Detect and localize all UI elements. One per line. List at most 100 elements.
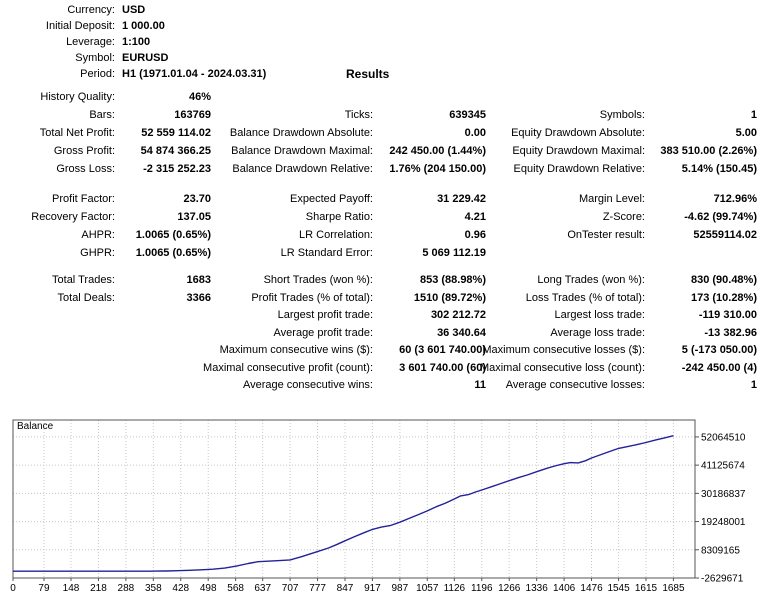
x-axis-label: 1126	[444, 583, 466, 594]
stat-label: Profit Factor:	[52, 193, 115, 205]
x-axis-label: 1266	[498, 583, 521, 594]
stat-value: 853 (88.98%)	[419, 274, 486, 286]
stat-label: Long Trades (won %):	[537, 274, 645, 286]
stat-label: Equity Drawdown Relative:	[513, 163, 645, 175]
stat-label	[486, 244, 645, 262]
x-axis-label: 568	[227, 583, 244, 594]
x-axis-label: 917	[364, 583, 381, 594]
stat-label: Balance Drawdown Relative:	[232, 163, 373, 175]
stat-label: Maximal consecutive loss (count):	[479, 361, 645, 374]
stats-block-2: Profit Factor: 23.70 Expected Payoff: 31 22…	[0, 190, 757, 262]
x-axis-label: 0	[10, 583, 16, 594]
stat-label: Recovery Factor:	[31, 211, 115, 223]
stat-value: 1.76% (204 150.00)	[389, 163, 486, 175]
stat-label: Balance Drawdown Maximal:	[231, 145, 373, 157]
header-label: Period:	[80, 68, 115, 80]
stat-value: 1683	[186, 274, 211, 286]
stat-label: Maximum consecutive wins ($):	[219, 344, 373, 356]
stats-row: Gross Loss: -2 315 252.23 Balance Drawdown…	[0, 160, 757, 178]
stat-label: Symbols:	[599, 109, 645, 121]
header-row: Leverage: 1:100	[0, 34, 757, 50]
stats-row: Profit Factor: 23.70 Expected Payoff: 31 22…	[0, 190, 757, 208]
stats-block-1: History Quality: 46% Bars: 163769 Ticks: 6393…	[0, 88, 757, 178]
stat-value	[115, 307, 211, 325]
stat-value: 242 450.00 (1.44%)	[389, 145, 486, 157]
stat-label: Short Trades (won %):	[263, 274, 373, 286]
balance-chart-canvas: -2629671 8309165 19248001 30186837 41125674 5…	[10, 419, 746, 594]
x-axis-label: 79	[38, 583, 50, 594]
y-axis-label: 41125674	[701, 461, 745, 472]
x-axis-label: 1196	[471, 583, 493, 594]
y-axis-label: 52064510	[701, 432, 746, 443]
stat-label: Average consecutive losses:	[505, 379, 645, 391]
header-row: Symbol: EURUSD	[0, 50, 757, 66]
stat-label: Gross Profit:	[53, 145, 115, 157]
stat-value	[115, 377, 211, 395]
stats-block-3: Total Trades: 1683 Short Trades (won %): 85…	[0, 272, 757, 395]
stat-value: 302 212.72	[430, 309, 486, 321]
stat-value: 1.0065 (0.65%)	[135, 247, 211, 259]
stat-value	[115, 360, 211, 378]
stat-value	[115, 342, 211, 360]
x-axis-label: 498	[200, 583, 217, 594]
stat-label: Z-Score:	[602, 211, 645, 223]
header-value: EURUSD	[122, 52, 169, 64]
stat-label: LR Correlation:	[299, 229, 373, 241]
stat-label: GHPR:	[80, 247, 115, 259]
stat-label: Total Deals:	[57, 291, 115, 304]
stats-row: Maximal consecutive profit (count): 3 601…	[0, 360, 757, 378]
stats-row: Total Net Profit: 52 559 114.02 Balance Dr…	[0, 124, 757, 142]
stat-value: 11	[474, 379, 486, 391]
header-label: Symbol:	[75, 52, 115, 64]
stat-value	[645, 88, 757, 106]
balance-line	[13, 435, 674, 572]
stat-label	[0, 307, 115, 325]
stats-row: GHPR: 1.0065 (0.65%) LR Standard Error: 5 0…	[0, 244, 757, 262]
stat-value: 5.14% (150.45)	[681, 163, 757, 175]
stat-value: 52 559 114.02	[141, 127, 211, 139]
stat-value: 31 229.42	[437, 193, 486, 205]
stat-label: OnTester result:	[567, 229, 645, 241]
header-row: Initial Deposit: 1 000.00	[0, 18, 757, 34]
x-axis-label: 777	[309, 583, 326, 594]
stats-row: Recovery Factor: 137.05 Sharpe Ratio: 4.21 Z…	[0, 208, 757, 226]
stat-label: Largest profit trade:	[277, 309, 373, 321]
stat-value: 1	[750, 379, 757, 391]
results-title: Results	[346, 67, 390, 81]
stat-value: 46%	[188, 91, 211, 103]
stats-row: Average consecutive wins: 11 Average conse…	[0, 377, 757, 395]
stat-value	[115, 325, 211, 343]
stat-label: Average loss trade:	[550, 326, 645, 339]
x-axis-label: 358	[145, 583, 162, 594]
stat-value: 23.70	[183, 193, 211, 205]
stats-row: Average profit trade: 36 340.64 Average lo…	[0, 325, 757, 343]
stat-label: LR Standard Error:	[280, 247, 373, 259]
y-axis-label: 8309165	[701, 545, 740, 556]
x-axis-label: 1476	[580, 583, 603, 594]
stat-value: 0.96	[464, 229, 486, 241]
header-value: USD	[122, 4, 146, 16]
stat-value: 60 (3 601 740.00)	[399, 344, 486, 356]
stat-label: Expected Payoff:	[290, 193, 373, 205]
stat-value: 1510 (89.72%)	[413, 291, 486, 304]
header-row: Currency: USD	[0, 2, 757, 18]
stats-row: Bars: 163769 Ticks: 639345 Symbols: 1	[0, 106, 757, 124]
x-axis-label: 218	[90, 583, 107, 594]
stat-value: 1	[750, 109, 757, 121]
stat-label: Margin Level:	[578, 193, 645, 205]
report-header: Currency: USD Initial Deposit: 1 000.00 Leve…	[0, 2, 757, 82]
x-axis-label: 987	[392, 583, 409, 594]
stat-label: Equity Drawdown Maximal:	[512, 145, 645, 157]
stat-value: 52559114.02	[693, 229, 757, 241]
x-axis-label: 148	[63, 583, 80, 594]
x-axis-label: 707	[282, 583, 299, 594]
stat-value	[373, 88, 486, 106]
chart-legend-balance: Balance	[17, 421, 54, 432]
y-axis-label: -2629671	[701, 574, 744, 585]
stats-row: History Quality: 46%	[0, 88, 757, 106]
header-row: Period: H1 (1971.01.04 - 2024.03.31)	[0, 66, 757, 82]
x-axis-label: 847	[337, 583, 354, 594]
stat-value: 5 (-173 050.00)	[681, 344, 757, 356]
stat-value: 3366	[186, 291, 211, 304]
balance-chart: -2629671 8309165 19248001 30186837 41125674 5…	[0, 415, 762, 600]
